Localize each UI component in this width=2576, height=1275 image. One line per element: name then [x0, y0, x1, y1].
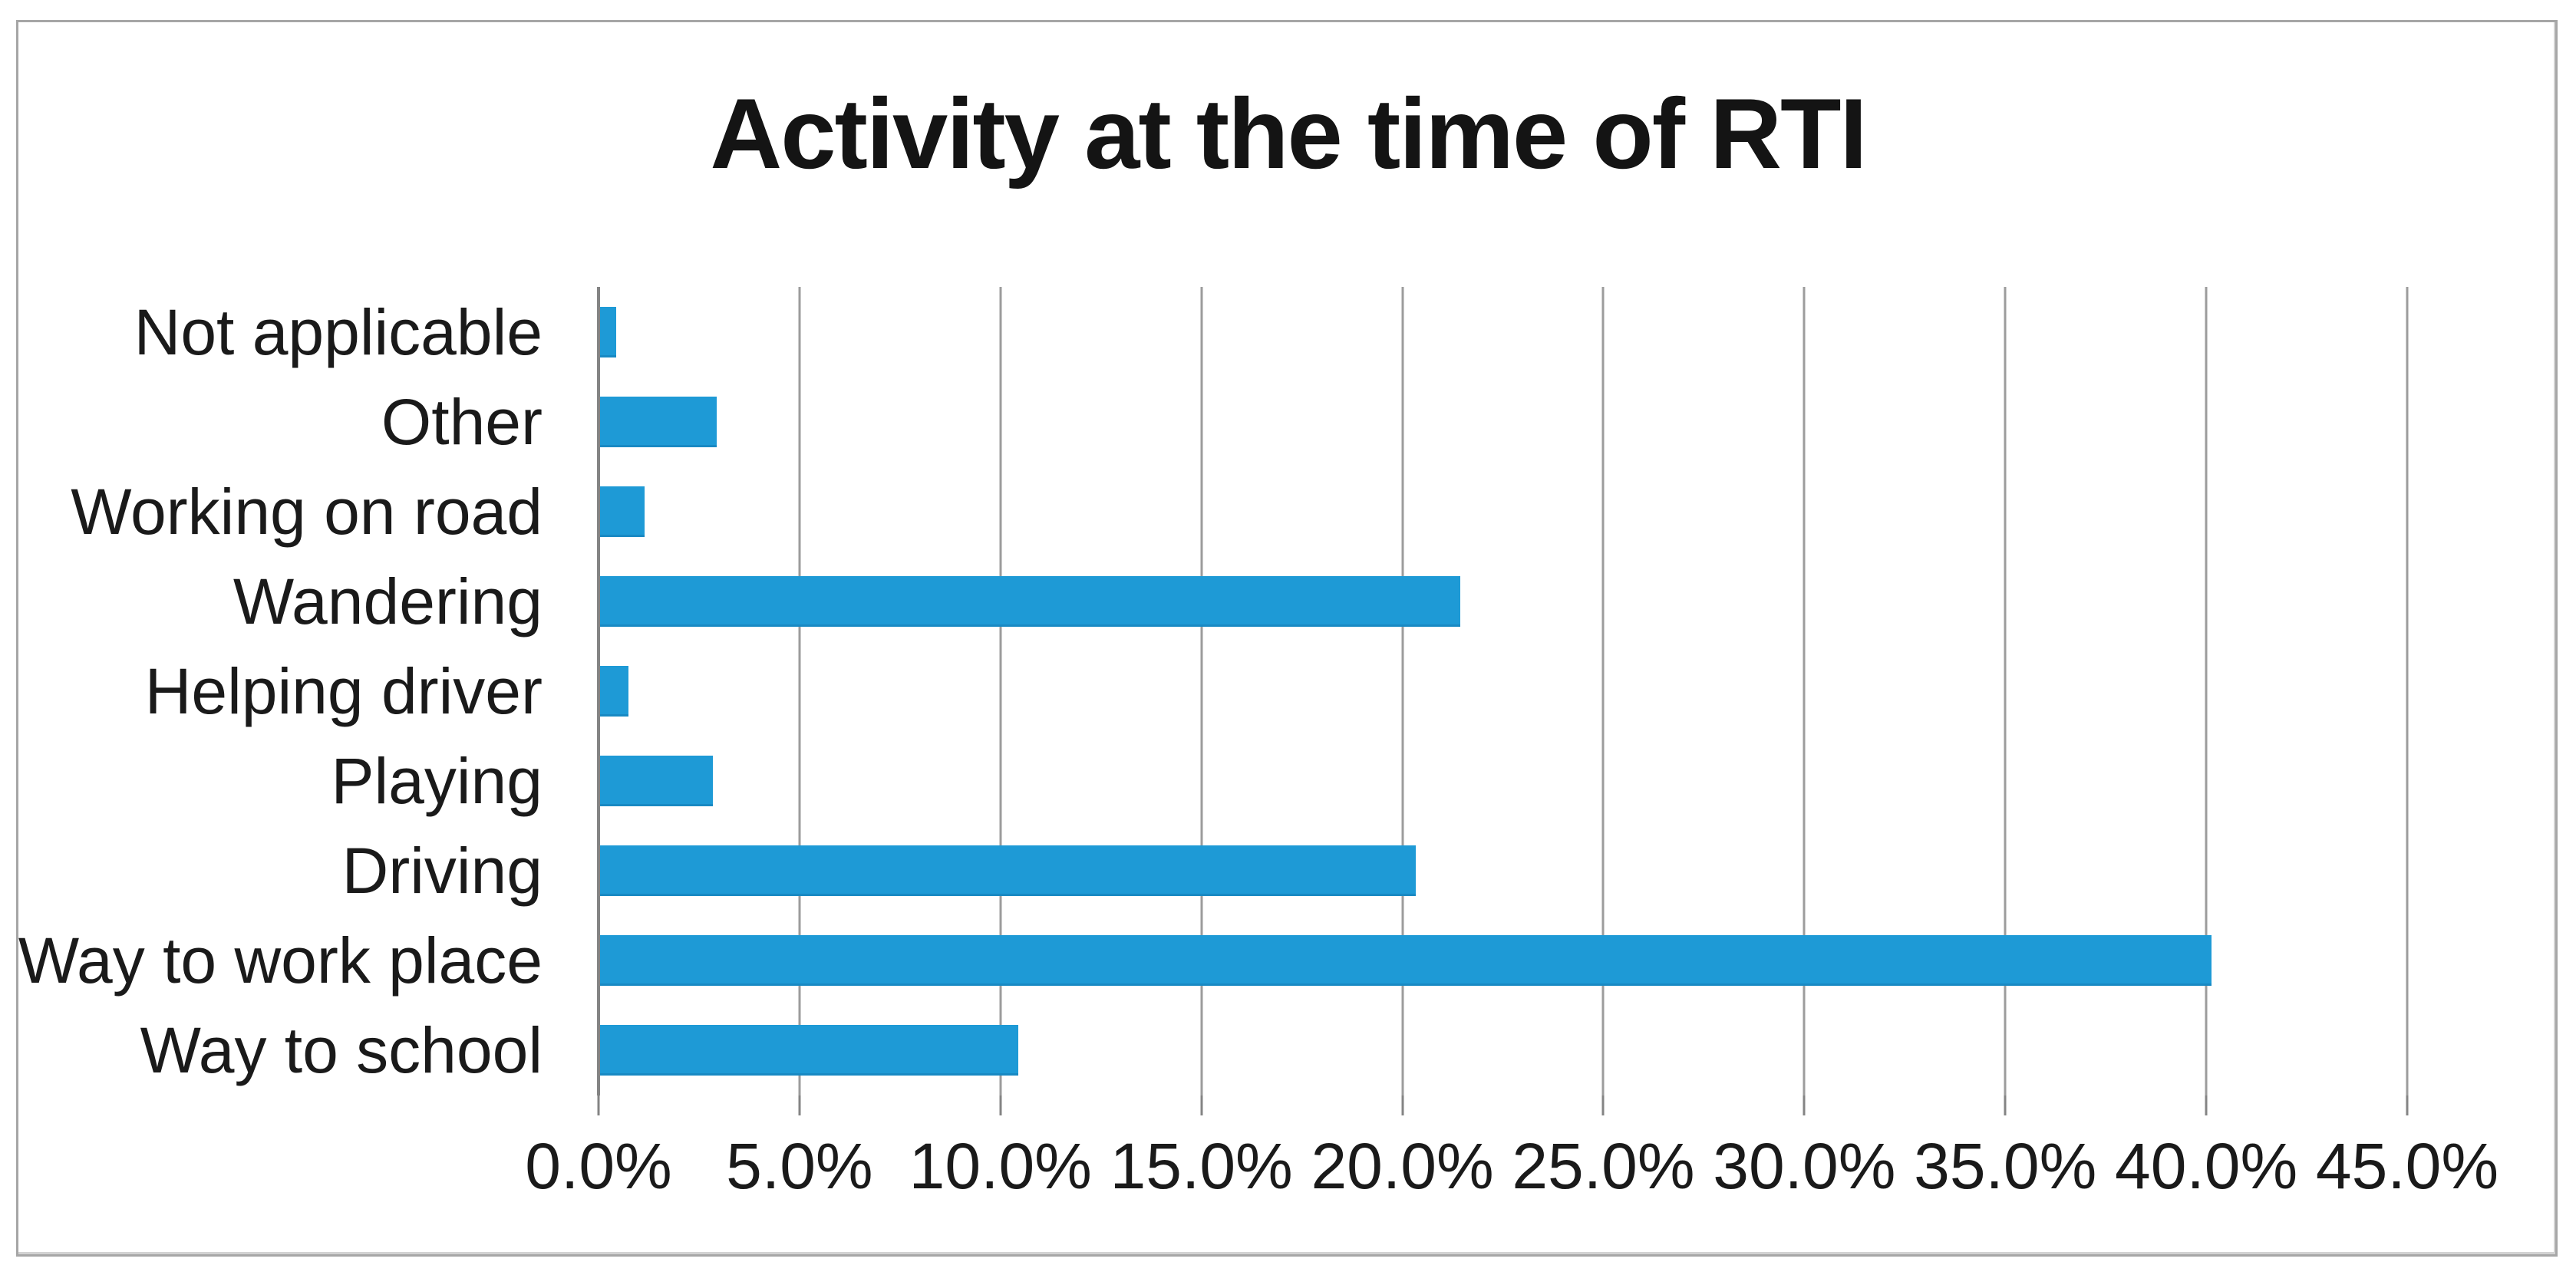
x-axis-label: 30.0% [1713, 1130, 1896, 1202]
x-axis-label: 5.0% [726, 1130, 873, 1202]
axis-tick [1601, 1095, 1605, 1115]
axis-tick [1401, 1095, 1404, 1115]
gridline [2406, 287, 2409, 1095]
gridline [1803, 287, 1806, 1095]
gridline [1601, 287, 1605, 1095]
category-label: Driving [341, 835, 543, 908]
bar [600, 666, 628, 717]
category-label: Working on road [71, 475, 543, 548]
gridline [2004, 287, 2007, 1095]
x-axis-label: 0.0% [525, 1130, 672, 1202]
x-axis-label: 20.0% [1311, 1130, 1494, 1202]
bar [600, 486, 645, 537]
gridline [798, 287, 801, 1095]
axis-tick [2406, 1095, 2409, 1115]
gridline [2205, 287, 2208, 1095]
bar [600, 306, 616, 357]
bar [600, 1025, 1018, 1076]
category-label: Way to school [140, 1014, 543, 1087]
axis-tick [1803, 1095, 1806, 1115]
axis-tick [798, 1095, 801, 1115]
bar [600, 396, 717, 447]
category-axis: Not applicable Other Working on road Wander… [0, 287, 543, 1095]
bar [600, 935, 2212, 987]
value-axis: 0.0% 5.0% 10.0% 15.0% 20.0% 25.0% 30.0% 35.0% 40… [0, 1126, 2576, 1218]
category-label: Playing [331, 745, 543, 818]
gridline [1401, 287, 1404, 1095]
bar [600, 575, 1460, 627]
category-label: Way to work place [18, 924, 543, 997]
axis-tick [1200, 1095, 1203, 1115]
category-label: Wandering [233, 565, 543, 638]
category-label: Other [381, 385, 543, 458]
axis-tick [2205, 1095, 2208, 1115]
bar [600, 756, 713, 807]
gridline [1200, 287, 1203, 1095]
x-axis-label: 10.0% [909, 1130, 1092, 1202]
x-axis-label: 25.0% [1512, 1130, 1695, 1202]
axis-line [597, 287, 600, 1095]
gridline [999, 287, 1002, 1095]
x-axis-label: 15.0% [1110, 1130, 1293, 1202]
category-label: Helping driver [144, 655, 543, 727]
x-axis-label: 40.0% [2115, 1130, 2298, 1202]
axis-tick [2004, 1095, 2007, 1115]
plot-area [597, 287, 2409, 1115]
axis-tick [999, 1095, 1002, 1115]
x-axis-label: 35.0% [1914, 1130, 2097, 1202]
figure-border [16, 20, 2558, 1257]
category-label: Not applicable [134, 295, 543, 368]
axis-tick [597, 1095, 600, 1115]
chart-title: Activity at the time of RTI [710, 77, 1867, 189]
bar [600, 845, 1417, 897]
x-axis-label: 45.0% [2315, 1130, 2499, 1202]
